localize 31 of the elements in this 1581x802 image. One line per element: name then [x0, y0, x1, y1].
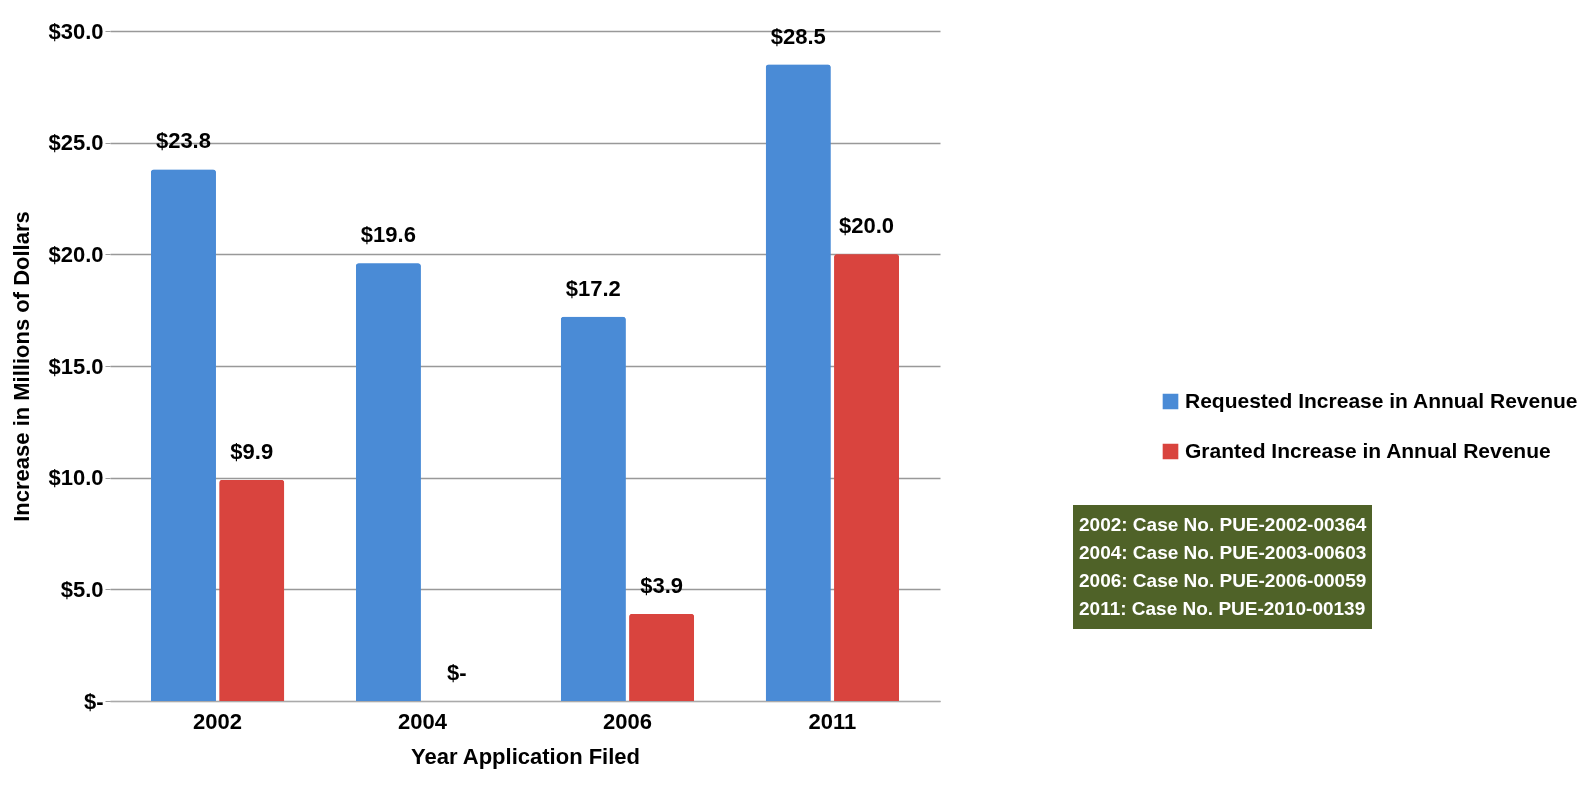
legend-label: Granted Increase in Annual Revenue: [1185, 438, 1551, 462]
bar: [765, 64, 831, 701]
x-axis-title: Year Application Filed: [410, 743, 641, 769]
data-label: $3.9: [640, 572, 684, 598]
bar: [219, 479, 285, 701]
note-box: 2002: Case No. PUE-2002-00364 2004: Case No. PUE-2003-00603 2006: Case No. PUE-2006-00059 2011: Case No. PUE-2010-00139: [1073, 505, 1373, 629]
x-tick-label: 2004: [398, 708, 448, 734]
data-label: $23.8: [155, 128, 211, 154]
y-tick-label: $15.0: [48, 353, 104, 379]
y-tick-label: $30.0: [48, 18, 104, 44]
y-tick-label: $10.0: [48, 465, 104, 491]
data-label: $28.5: [770, 23, 826, 49]
data-label: $17.2: [565, 275, 621, 301]
bar: [355, 263, 421, 701]
bar: [834, 254, 900, 701]
y-tick-label: $25.0: [48, 130, 104, 156]
x-tick-label: 2006: [602, 708, 652, 734]
x-tick-label: 2011: [808, 708, 857, 734]
data-label: $9.9: [230, 438, 274, 464]
y-tick-label: $5.0: [60, 576, 104, 602]
bar: [629, 613, 695, 701]
bar: [150, 169, 216, 701]
y-axis-title: Increase in Millions of Dollars: [9, 211, 35, 522]
x-tick-label: 2002: [193, 708, 243, 734]
legend-label: Requested Increase in Annual Revenue: [1185, 388, 1578, 412]
y-tick-label: $-: [83, 688, 104, 714]
data-label: $20.0: [839, 213, 895, 239]
data-label: $19.6: [360, 222, 416, 248]
data-label: $-: [446, 660, 467, 685]
bar: [560, 316, 626, 701]
y-tick-label: $20.0: [48, 241, 104, 267]
